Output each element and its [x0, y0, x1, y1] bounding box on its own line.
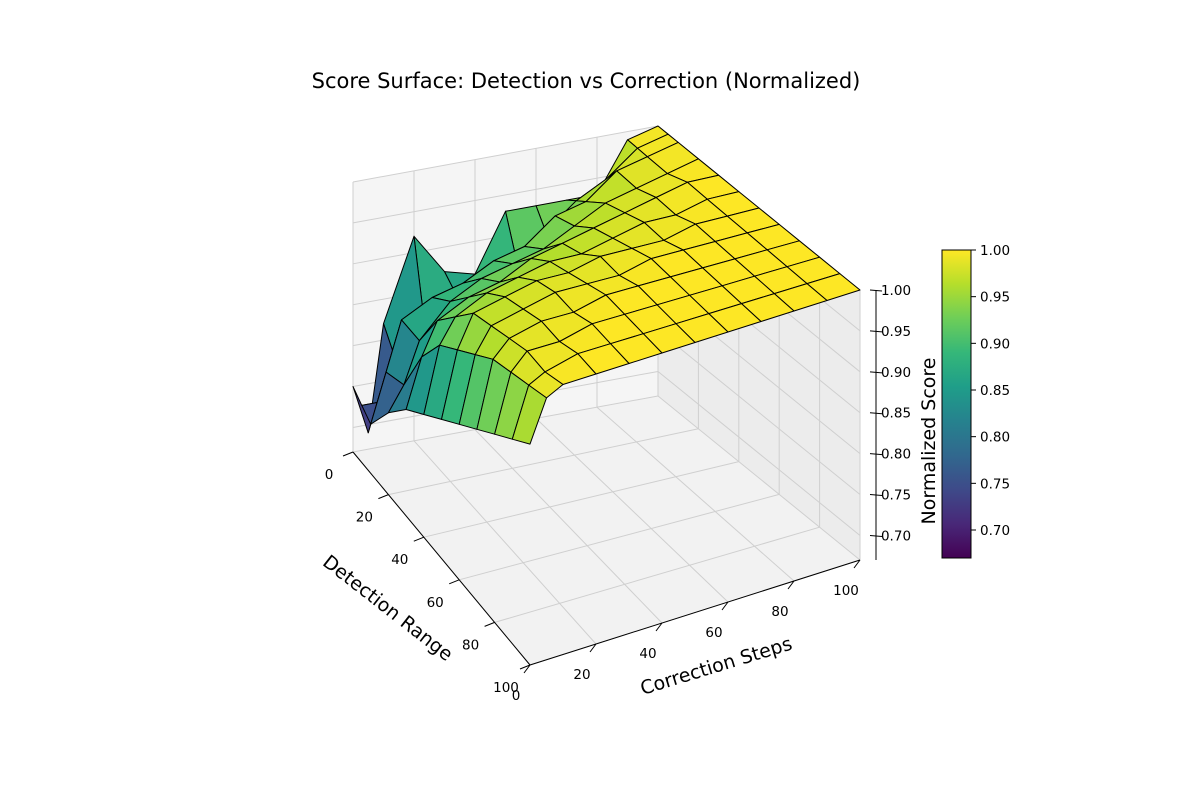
grid-line [535, 418, 729, 603]
grid-line [494, 526, 820, 623]
y-axis-label: Correction Steps [638, 633, 795, 700]
x-tick [413, 536, 424, 542]
z-tick [869, 289, 883, 292]
grid-line [388, 428, 699, 496]
z-axis-label: Normalized Score [918, 357, 940, 524]
z-axis-ticks: 0.70 0.75 0.80 0.85 0.90 0.95 1.00 [869, 283, 911, 544]
y-tick-label: 100 [833, 583, 859, 599]
x-tick-label: 100 [493, 680, 519, 696]
surface-facet [511, 384, 547, 445]
y-tick [787, 580, 795, 590]
colorbar-tick-label: 0.95 [980, 290, 1010, 306]
z-tick-label: 0.70 [881, 528, 911, 544]
z-tick-label: 0.95 [881, 324, 911, 340]
grid-line [657, 330, 861, 495]
z-tick [869, 453, 883, 456]
z-tick [869, 371, 883, 374]
y-tick-label: 60 [705, 625, 722, 641]
z-tick-label: 0.85 [881, 406, 911, 422]
x-tick [519, 664, 531, 670]
y-tick [589, 643, 597, 653]
grid-line [413, 440, 597, 645]
axis-lines [352, 290, 877, 666]
x-axis-ticks: 0 20 40 60 80 100 [325, 451, 531, 696]
colorbar-gradient [941, 249, 972, 559]
x-tick-label: 60 [427, 595, 444, 611]
x-tick [484, 621, 495, 627]
colorbar-tick-label: 0.80 [980, 430, 1010, 446]
y-tick [523, 664, 531, 674]
z-tick-label: 0.80 [881, 447, 911, 463]
y-axis-ticks: 0 20 40 60 80 100 [512, 559, 861, 704]
y-tick [853, 559, 861, 569]
z-tick [869, 330, 883, 333]
z-tick-label: 0.75 [881, 488, 911, 504]
y-tick-label: 20 [573, 667, 590, 683]
grid-line [352, 125, 659, 183]
grid-line [596, 406, 795, 582]
y-tick-label: 0 [512, 688, 521, 704]
y-tick [721, 601, 729, 611]
colorbar-tick-label: 0.70 [980, 523, 1010, 539]
colorbar-tick-label: 0.75 [980, 476, 1010, 492]
colorbar-tick-label: 1.00 [980, 243, 1010, 259]
z-tick [869, 534, 883, 537]
x-tick [378, 494, 389, 500]
y-tick-label: 80 [771, 604, 788, 620]
z-tick-label: 0.90 [881, 365, 911, 381]
chart-title: Score Surface: Detection vs Correction (… [312, 69, 861, 93]
x-axis-line [352, 451, 531, 666]
x-tick-label: 0 [325, 467, 334, 483]
z-tick-label: 1.00 [881, 283, 911, 299]
z-tick [869, 494, 883, 497]
y-axis-line [529, 559, 861, 666]
surface-mesh [352, 125, 861, 445]
x-tick-label: 20 [356, 510, 373, 526]
grid-line [459, 493, 780, 581]
colorbar: 0.70 0.75 0.80 0.85 0.90 0.95 1.00 [941, 243, 1010, 559]
colorbar-tick-label: 0.85 [980, 383, 1010, 399]
x-tick [342, 451, 354, 457]
y-tick [655, 622, 663, 632]
grid-line [474, 429, 663, 624]
x-tick-label: 40 [391, 552, 408, 568]
z-tick [869, 412, 883, 415]
grid-line [657, 371, 861, 536]
grid-line [657, 395, 861, 561]
x-tick [449, 579, 460, 585]
x-tick-label: 80 [462, 637, 479, 653]
y-tick-label: 40 [639, 646, 656, 662]
grid-line [423, 461, 739, 538]
colorbar-tick-label: 0.90 [980, 336, 1010, 352]
